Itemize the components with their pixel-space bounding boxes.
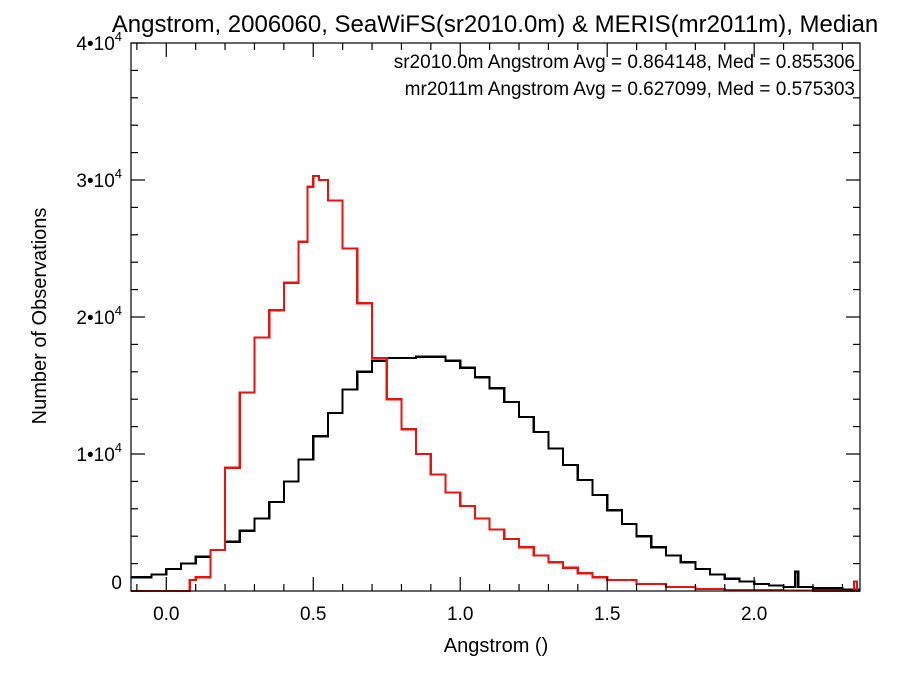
y-tick-label: 3•104 [76, 166, 122, 192]
series-line-1 [131, 174, 860, 593]
x-tick-label: 1.0 [447, 604, 473, 625]
y-axis-title: Number of Observations [29, 208, 51, 425]
x-tick-label: 2.0 [741, 604, 767, 625]
y-tick-label: 2•104 [76, 303, 122, 329]
tick-labels-layer: 0.0 0.5 1.0 1.5 2.0 0 1•104 2•104 3•104 4•104 [76, 29, 767, 625]
ticks-layer [131, 42, 860, 592]
y-tick-label: 4•104 [76, 29, 122, 55]
x-tick-label: 1.5 [594, 604, 620, 625]
series-layer [131, 174, 860, 593]
annotation-sr2010: sr2010.0m Angstrom Avg = 0.864148, Med =… [394, 52, 855, 73]
chart-title: Angstrom, 2006060, SeaWiFS(sr2010.0m) & … [112, 11, 879, 38]
series-line-0 [131, 355, 860, 591]
y-tick-label: 1•104 [76, 440, 122, 466]
x-tick-label: 0.0 [153, 604, 179, 625]
x-tick-label: 0.5 [300, 604, 326, 625]
plot-frame [130, 42, 861, 592]
annotation-mr2011: mr2011m Angstrom Avg = 0.627099, Med = 0… [405, 79, 855, 100]
x-axis-title: Angstrom () [444, 635, 548, 657]
y-tick-label: 0 [111, 573, 122, 594]
